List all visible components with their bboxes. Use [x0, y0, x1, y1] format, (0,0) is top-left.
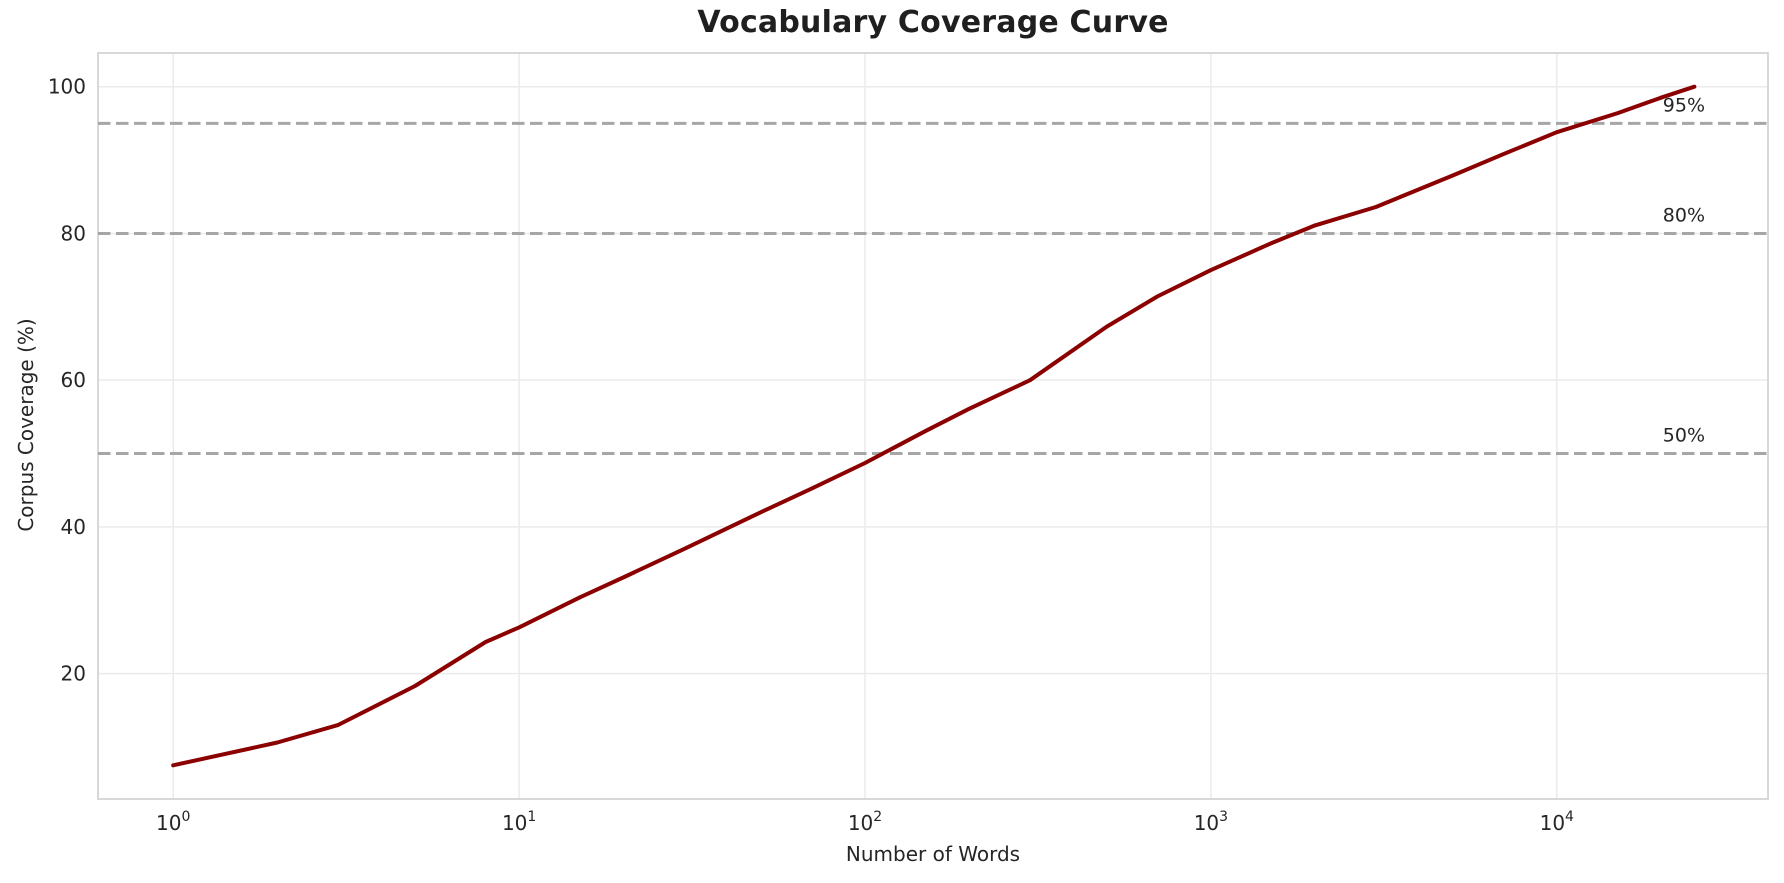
coverage-curve: [171, 84, 1697, 768]
x-tick-label-1: 101: [502, 809, 536, 835]
y-tick-label-20: 20: [61, 662, 86, 686]
threshold-label-80: 80%: [1663, 204, 1705, 226]
plot-border: [97, 52, 1769, 800]
x-tick-label-4: 104: [1540, 809, 1574, 835]
threshold-label-95: 95%: [1663, 94, 1705, 116]
x-axis-label: Number of Words: [845, 842, 1021, 866]
threshold-label-50: 50%: [1663, 425, 1705, 447]
chart-title: Vocabulary Coverage Curve: [697, 5, 1169, 40]
y-axis-label: Corpus Coverage (%): [14, 318, 38, 532]
x-tick-label-2: 102: [848, 809, 882, 835]
x-tick-label-3: 103: [1194, 809, 1228, 835]
y-tick-label-80: 80: [61, 221, 86, 245]
y-tick-label-60: 60: [61, 368, 86, 392]
y-tick-label-40: 40: [61, 515, 86, 539]
y-tick-label-100: 100: [48, 75, 86, 99]
x-tick-label-0: 100: [156, 809, 190, 835]
